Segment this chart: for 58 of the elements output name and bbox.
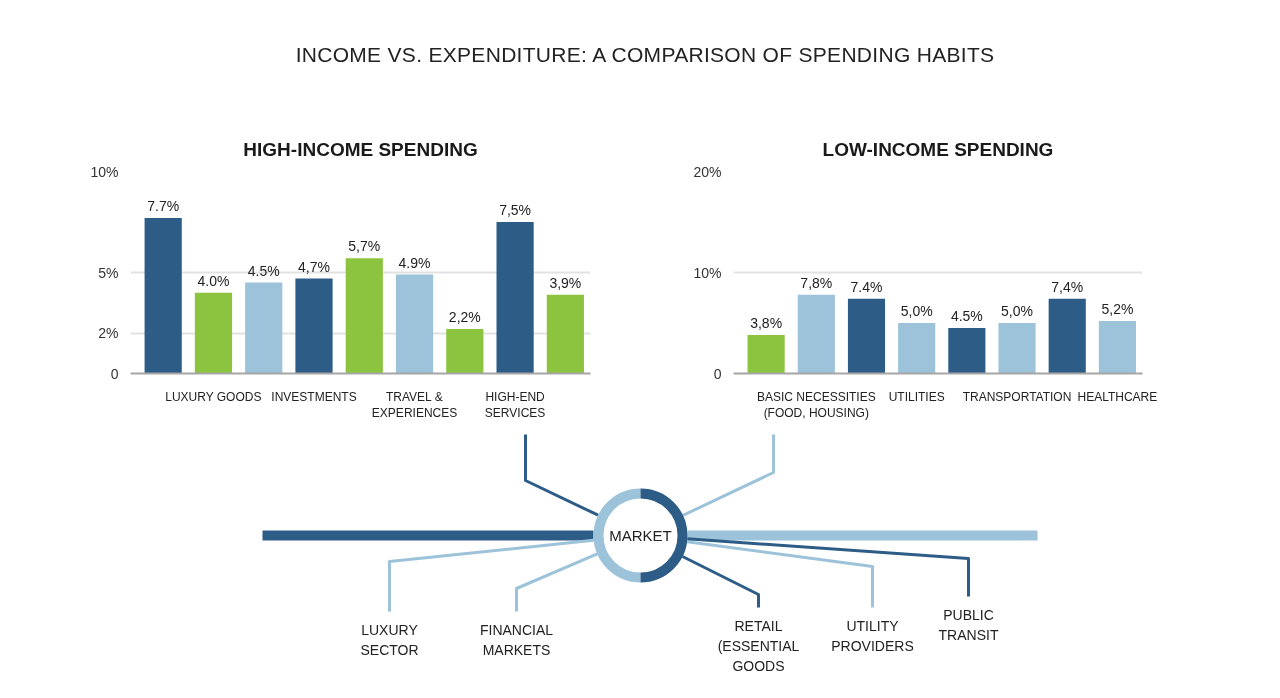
x-tick-label: TRANSPORTATION <box>962 389 1072 404</box>
data-label: 4,7% <box>298 258 330 275</box>
data-label: 7,5% <box>499 202 532 218</box>
x-tick-label: UTILITIES <box>888 389 945 404</box>
text: RETAIL (ESSENTIAL GOODS <box>717 617 800 674</box>
text: MARKET <box>609 527 672 544</box>
bar <box>446 329 484 374</box>
text: PUBLIC TRANSIT <box>938 606 999 643</box>
bar <box>295 278 333 374</box>
y-tick-label: 0 <box>110 365 119 382</box>
y-tick-label: 2% <box>98 325 119 342</box>
chart-title: HIGH-INCOME SPENDING <box>243 138 478 160</box>
data-label: 4.5% <box>247 262 280 279</box>
text: LUXURY SECTOR <box>360 621 419 658</box>
bar <box>395 274 434 374</box>
bar <box>144 217 182 374</box>
bar <box>1098 320 1136 374</box>
x-tick-label: BASIC NECESSITIES (FOOD, HOUSING) <box>756 389 876 421</box>
bar <box>898 323 936 374</box>
x-tick-label: HIGH-END SERVICES <box>484 389 546 421</box>
bar <box>747 335 785 374</box>
data-label: 7.7% <box>147 197 180 214</box>
data-label: 4.9% <box>398 254 431 271</box>
y-tick-label: 20% <box>693 163 722 180</box>
y-tick-label: 5% <box>98 264 119 281</box>
data-label: 5,7% <box>348 238 381 255</box>
bar <box>345 258 383 374</box>
bar <box>496 222 534 374</box>
text: INCOME VS. EXPENDITURE: A COMPARISON OF SPENDING HABITS <box>295 42 995 68</box>
y-tick-label: 10% <box>693 264 722 281</box>
data-label: 5,2% <box>1101 300 1134 317</box>
data-label: 7.4% <box>850 278 883 295</box>
bar <box>797 294 835 374</box>
text: FINANCIAL MARKETS <box>479 621 554 658</box>
chart-title: LOW-INCOME SPENDING <box>822 138 1054 160</box>
bar <box>948 328 986 374</box>
data-label: 5,0% <box>1001 303 1034 319</box>
bar <box>546 294 584 374</box>
x-tick-label: TRAVEL & EXPERIENCES <box>371 389 458 421</box>
data-label: 7,8% <box>800 274 833 291</box>
data-label: 3,8% <box>750 315 783 332</box>
data-label: 7,4% <box>1051 278 1084 295</box>
bar <box>847 298 886 374</box>
bar <box>194 292 233 374</box>
data-label: 2,2% <box>448 309 481 326</box>
text: UTILITY PROVIDERS <box>831 617 914 654</box>
data-label: 5,0% <box>900 303 933 319</box>
x-tick-label: LUXURY GOODS <box>165 389 262 404</box>
bar <box>1048 298 1086 374</box>
bar <box>998 323 1036 374</box>
data-label: 3,9% <box>549 274 582 291</box>
data-label: 4.0% <box>197 272 230 289</box>
y-tick-label: 0 <box>713 365 722 382</box>
data-label: 4.5% <box>950 308 983 325</box>
y-tick-label: 10% <box>90 163 119 180</box>
x-tick-label: HEALTHCARE <box>1077 389 1158 404</box>
x-tick-label: INVESTMENTS <box>271 389 357 404</box>
bar <box>245 282 283 374</box>
